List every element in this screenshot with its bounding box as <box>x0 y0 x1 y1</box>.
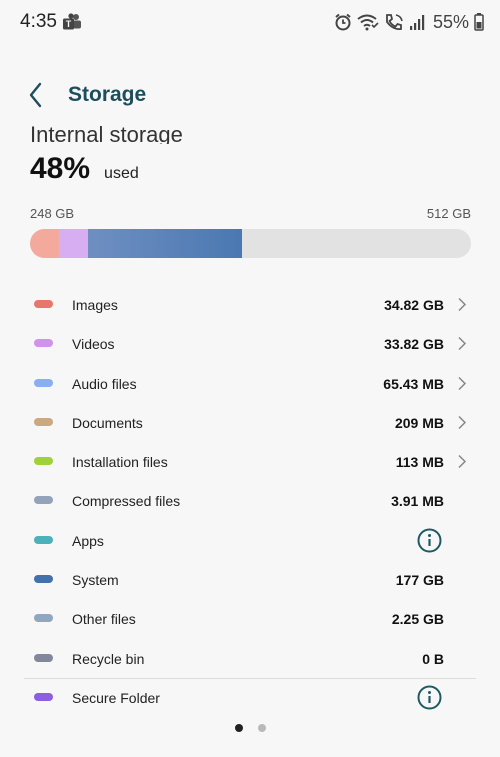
category-color-dot <box>34 417 53 426</box>
usage-summary: 48% used <box>30 152 139 186</box>
category-label: Secure Folder <box>72 689 160 706</box>
divider <box>24 678 476 679</box>
chevron-right-icon <box>458 415 467 429</box>
category-row-documents[interactable]: Documents 209 MB <box>0 403 500 442</box>
category-size: 0 B <box>422 650 444 667</box>
svg-text:T: T <box>66 19 72 29</box>
category-row-compressed-files[interactable]: Compressed files 3.91 MB <box>0 481 500 520</box>
category-color-dot <box>34 496 53 505</box>
page-dot[interactable] <box>257 724 266 732</box>
category-row-secure-folder[interactable]: Secure Folder <box>0 678 500 717</box>
call-icon <box>386 14 403 31</box>
signal-icon <box>409 15 425 30</box>
back-chevron-icon <box>29 82 42 108</box>
category-row-images[interactable]: Images 34.82 GB <box>0 285 500 324</box>
category-size: 34.82 GB <box>384 297 444 313</box>
page-dot-active[interactable] <box>234 724 243 732</box>
wifi-calling-icon <box>357 14 379 31</box>
category-list: Images 34.82 GB Videos 33.82 GB Audio files 6… <box>0 285 500 717</box>
chevron-right-icon <box>458 337 467 351</box>
category-label: System <box>72 572 119 589</box>
info-icon[interactable] <box>417 685 442 710</box>
usage-label: used <box>104 165 139 182</box>
category-row-system[interactable]: System 177 GB <box>0 560 500 599</box>
category-color-dot <box>34 457 53 466</box>
category-row-videos[interactable]: Videos 33.82 GB <box>0 324 500 363</box>
page-title: Storage <box>68 83 147 106</box>
category-color-dot <box>34 339 53 348</box>
battery-percent: 55% <box>432 11 469 32</box>
page-indicator <box>0 724 500 732</box>
category-size: 3.91 MB <box>391 493 444 510</box>
category-row-installation-files[interactable]: Installation files 113 MB <box>0 442 500 481</box>
category-row-apps[interactable]: Apps <box>0 521 500 560</box>
category-size: 177 GB <box>395 572 444 589</box>
category-size: 113 MB <box>395 454 444 471</box>
category-row-other-files[interactable]: Other files 2.25 GB <box>0 599 500 638</box>
category-color-dot <box>34 575 53 584</box>
category-size: 33.82 GB <box>384 336 444 353</box>
status-bar: 4:35 T 55% <box>0 0 500 44</box>
category-label: Audio files <box>72 375 137 392</box>
bar-segment-system <box>88 229 242 258</box>
category-color-dot <box>34 535 53 544</box>
category-color-dot <box>34 614 53 623</box>
category-label: Compressed files <box>72 493 181 510</box>
chevron-right-icon <box>458 297 467 312</box>
bar-segment-videos <box>59 229 88 258</box>
category-row-recycle-bin[interactable]: Recycle bin 0 B <box>0 639 500 678</box>
category-label: Other files <box>72 611 136 628</box>
info-icon[interactable] <box>417 528 442 553</box>
category-size: 65.43 MB <box>383 375 444 392</box>
category-label: Installation files <box>72 454 168 471</box>
section-heading: Internal storage <box>30 122 183 144</box>
total-capacity: 512 GB <box>426 206 471 221</box>
category-row-audio-files[interactable]: Audio files 65.43 MB <box>0 364 500 403</box>
usage-percent: 48% <box>30 152 91 185</box>
category-label: Apps <box>72 532 104 549</box>
teams-icon: T <box>63 13 81 30</box>
category-size: 209 MB <box>394 414 444 431</box>
storage-usage-bar <box>30 229 471 258</box>
used-amount: 248 GB <box>30 206 75 221</box>
category-label: Images <box>72 297 118 313</box>
category-size: 2.25 GB <box>391 611 444 628</box>
chevron-right-icon <box>458 376 467 390</box>
battery-icon <box>474 13 484 31</box>
category-color-dot <box>34 300 53 308</box>
category-color-dot <box>34 378 53 387</box>
category-label: Recycle bin <box>72 650 145 667</box>
category-label: Videos <box>72 336 115 353</box>
alarm-icon <box>335 13 351 31</box>
bar-segment-images <box>30 229 59 258</box>
app-bar: Storage <box>0 70 500 120</box>
back-button[interactable] <box>22 78 52 112</box>
category-color-dot <box>34 692 53 701</box>
category-label: Documents <box>72 414 143 431</box>
category-color-dot <box>34 653 53 662</box>
status-time: 4:35 <box>20 11 57 32</box>
chevron-right-icon <box>458 455 467 469</box>
